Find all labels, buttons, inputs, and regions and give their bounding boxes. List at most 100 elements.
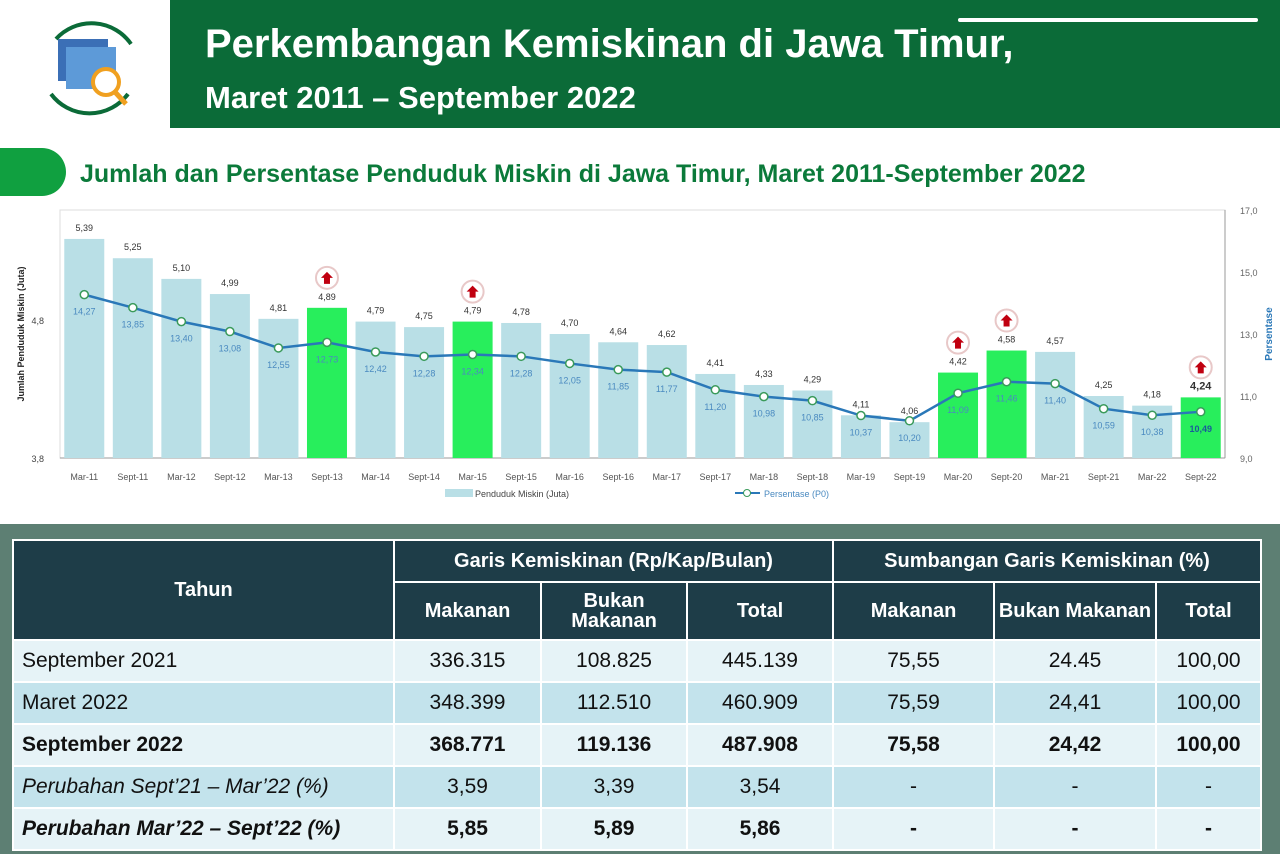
bar xyxy=(161,278,202,458)
x-tick-label: Sept-11 xyxy=(117,472,148,482)
table-cell: - xyxy=(1155,807,1262,851)
percentage-line xyxy=(83,293,1201,423)
x-tick-label: Sept-18 xyxy=(797,472,829,482)
line-point xyxy=(953,388,963,398)
line-value-label: 11,20 xyxy=(704,402,726,412)
line-value-label: 14,27 xyxy=(73,307,96,317)
bar-value-label: 4,58 xyxy=(998,335,1016,345)
legend-line-label: Persentase (P0) xyxy=(764,489,829,499)
bar-value-label: 5,10 xyxy=(173,263,191,273)
table-cell: 112.510 xyxy=(540,681,688,725)
bar xyxy=(209,294,250,458)
line-value-label: 10,49 xyxy=(1189,424,1212,434)
line-value-label: 11,46 xyxy=(996,394,1018,404)
x-tick-label: Mar-15 xyxy=(458,472,487,482)
line-point xyxy=(419,351,429,362)
bar xyxy=(646,345,687,458)
bar-value-label: 4,78 xyxy=(512,307,530,317)
table-cell: 75,55 xyxy=(832,639,995,683)
table-cell: 348.399 xyxy=(393,681,542,725)
chart-title: Jumlah dan Persentase Penduduk Miskin di… xyxy=(80,160,1086,188)
table-row: September 2021 336.315 108.825 445.139 75,55… xyxy=(12,639,1262,683)
table-cell: - xyxy=(832,765,995,809)
bar xyxy=(64,238,105,458)
line-point xyxy=(1195,407,1206,417)
x-tick-label: Mar-18 xyxy=(750,472,779,482)
header-banner: Perkembangan Kemiskinan di Jawa Timur, M… xyxy=(170,0,1280,128)
line-value-label: 12,73 xyxy=(316,354,339,364)
x-tick-label: Sept-15 xyxy=(505,472,537,482)
bar xyxy=(840,415,881,458)
table-cell: 24.45 xyxy=(993,639,1157,683)
bar xyxy=(889,422,930,458)
col-header: Makanan xyxy=(832,581,995,641)
y-tick-label: 3,8 xyxy=(31,454,44,464)
line-value-label: 10,98 xyxy=(753,409,776,419)
page-subtitle: Maret 2011 – September 2022 xyxy=(205,80,636,115)
line-point xyxy=(710,385,721,395)
col-header: Total xyxy=(686,581,834,641)
col-header: Makanan xyxy=(393,581,542,641)
legend-line-marker xyxy=(743,489,751,497)
page-title: Perkembangan Kemiskinan di Jawa Timur, xyxy=(205,22,1014,66)
x-tick-label: Mar-17 xyxy=(653,472,682,482)
table-cell: 3,39 xyxy=(540,765,688,809)
bar-value-label: 4,11 xyxy=(853,399,870,409)
col-group-sumbangan: Sumbangan Garis Kemiskinan (%) xyxy=(832,539,1262,583)
col-header: Total xyxy=(1155,581,1262,641)
table-cell: Maret 2022 xyxy=(12,681,395,725)
line-point xyxy=(759,391,769,402)
line-value-label: 11,40 xyxy=(1044,396,1066,406)
table-cell: September 2021 xyxy=(12,639,395,683)
y-axis-title: Jumlah Penduduk Miskin (Juta) xyxy=(16,266,26,401)
line-point xyxy=(1050,378,1060,389)
line-value-label: 11,85 xyxy=(607,382,629,392)
x-tick-label: Sept-16 xyxy=(602,472,634,482)
bar-value-label: 5,39 xyxy=(76,223,94,233)
bar-value-label: 4,24 xyxy=(1190,380,1212,392)
bar-value-label: 4,18 xyxy=(1143,390,1161,400)
x-tick-label: Sept-12 xyxy=(214,472,246,482)
line-value-label: 11,77 xyxy=(656,384,678,394)
x-tick-label: Sept-19 xyxy=(894,472,926,482)
bar-value-label: 4,62 xyxy=(658,329,676,339)
poverty-chart: 5,39 Mar-11 5,25 Sept-11 5,10 Mar-12 4,99 Sept-… xyxy=(16,206,1275,499)
bar xyxy=(986,350,1027,458)
bar-value-label: 4,06 xyxy=(901,406,919,416)
bar-value-label: 4,79 xyxy=(367,306,385,316)
line-value-label: 12,55 xyxy=(267,360,290,370)
line-value-label: 12,34 xyxy=(461,366,484,376)
bar xyxy=(452,321,493,458)
bar-value-label: 4,99 xyxy=(221,278,239,288)
bar-value-label: 4,81 xyxy=(270,303,288,313)
line-point xyxy=(1098,403,1109,414)
bar xyxy=(306,307,347,458)
bar xyxy=(549,334,590,458)
line-value-label: 10,37 xyxy=(850,428,873,438)
bar-value-label: 4,41 xyxy=(707,358,725,368)
table-cell: Perubahan Mar’22 – Sept’22 (%) xyxy=(12,807,395,851)
line-point xyxy=(79,289,90,300)
bar-value-label: 4,89 xyxy=(318,292,336,302)
line-point xyxy=(273,343,284,353)
x-tick-label: Mar-14 xyxy=(361,472,390,482)
table-cell: - xyxy=(993,807,1157,851)
line-value-label: 10,59 xyxy=(1092,421,1115,431)
bar xyxy=(258,318,299,458)
bar-value-label: 4,70 xyxy=(561,318,579,328)
table-cell: 24,41 xyxy=(993,681,1157,725)
x-tick-label: Mar-13 xyxy=(264,472,293,482)
line-value-label: 12,28 xyxy=(413,368,436,378)
table-cell: Perubahan Sept’21 – Mar’22 (%) xyxy=(12,765,395,809)
line-point xyxy=(1001,376,1012,387)
table-cell: - xyxy=(832,807,995,851)
table-cell: 75,58 xyxy=(832,723,995,767)
table-cell: 5,86 xyxy=(686,807,834,851)
table-cell: 368.771 xyxy=(393,723,542,767)
line-value-label: 13,85 xyxy=(122,320,145,330)
col-tahun: Tahun xyxy=(12,539,395,641)
line-value-label: 12,05 xyxy=(558,375,581,385)
bar xyxy=(404,327,445,458)
x-tick-label: Sept-13 xyxy=(311,472,343,482)
table-row: September 2022 368.771 119.136 487.908 75,58… xyxy=(12,723,1262,767)
